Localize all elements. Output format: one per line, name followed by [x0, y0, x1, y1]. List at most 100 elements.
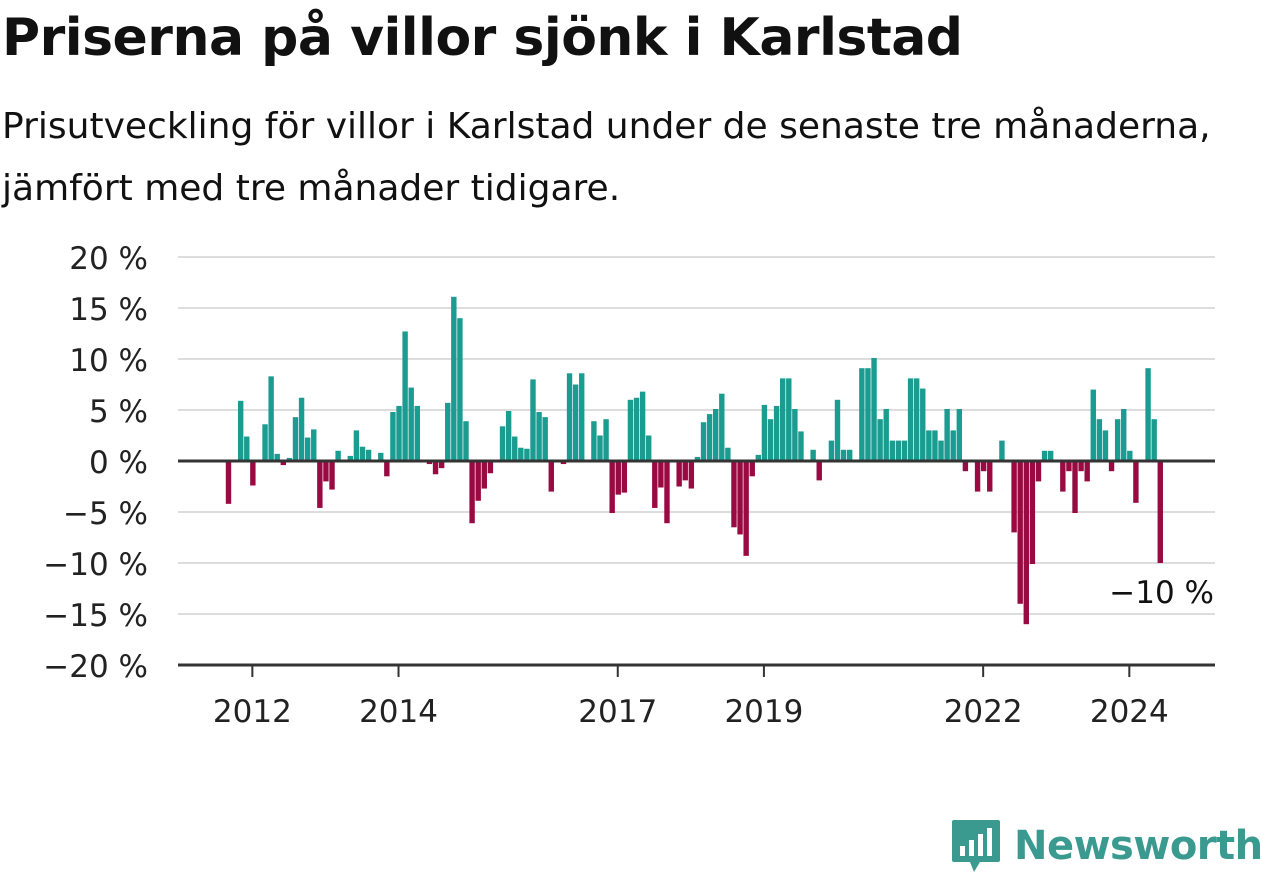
bar [280, 461, 287, 466]
bar [438, 461, 445, 469]
bar [779, 378, 786, 461]
bar [1108, 461, 1115, 472]
y-tick-label: 5 % [89, 394, 148, 430]
bar [737, 461, 743, 535]
bar [323, 461, 329, 482]
bar [572, 384, 579, 461]
bar [469, 461, 475, 524]
bar [1102, 430, 1109, 461]
bar [311, 429, 317, 461]
chart-title: Priserna på villor sjönk i Karlstad [2, 8, 963, 68]
bar [962, 461, 969, 472]
bar [1127, 450, 1133, 461]
bar [1041, 450, 1048, 461]
bar [1114, 419, 1121, 461]
bar [1060, 461, 1066, 492]
bar [719, 393, 725, 461]
bar [548, 461, 554, 492]
newsworthy-logo: Newsworthy [950, 818, 1262, 874]
bar [384, 461, 390, 477]
bar [457, 318, 463, 461]
bar [365, 449, 372, 461]
bar [840, 449, 847, 461]
bar [694, 456, 701, 461]
bar [731, 461, 737, 528]
bar [1084, 461, 1090, 482]
bar [773, 405, 780, 461]
bar [286, 457, 293, 461]
bar [767, 419, 774, 461]
bar [658, 461, 664, 488]
bar [944, 408, 950, 461]
bar [749, 461, 755, 477]
bar [579, 373, 585, 461]
bar [505, 411, 512, 461]
bar [913, 378, 920, 461]
bar [1096, 419, 1103, 461]
bar [725, 447, 731, 461]
newsworthy-logo-icon [952, 820, 1000, 872]
bar [353, 430, 360, 461]
bar [250, 461, 256, 486]
bar [1035, 461, 1042, 482]
bar [298, 397, 305, 461]
bar [926, 430, 932, 461]
gridlines [178, 256, 1215, 615]
bar [743, 461, 749, 556]
bar [451, 296, 457, 461]
bar [432, 461, 439, 475]
bar [566, 373, 573, 461]
bar [877, 419, 883, 461]
bar [475, 461, 481, 501]
bar [980, 461, 987, 472]
bar [956, 408, 962, 461]
bar [1047, 450, 1054, 461]
x-tick-label: 2019 [724, 694, 803, 730]
bar [317, 461, 323, 508]
bar [639, 391, 646, 461]
bar [1157, 461, 1163, 563]
bar [999, 440, 1005, 461]
bar [499, 426, 506, 461]
bar [798, 431, 804, 461]
bar [755, 454, 762, 461]
bar [347, 455, 353, 461]
bar [262, 424, 268, 461]
bar [378, 452, 384, 461]
bar [591, 421, 597, 461]
bar [1066, 461, 1072, 472]
bar [920, 388, 926, 461]
bar [713, 408, 719, 461]
bar [292, 417, 299, 461]
bar [524, 448, 530, 461]
bar [682, 461, 688, 481]
bar [865, 368, 871, 461]
bar [536, 412, 542, 461]
y-tick-label: 20 % [69, 241, 148, 277]
bar [335, 450, 341, 461]
x-tick-label: 2017 [578, 694, 657, 730]
axes [178, 459, 1215, 667]
bar [938, 440, 944, 461]
bar [810, 449, 816, 461]
bar [859, 368, 865, 461]
bar [1145, 368, 1151, 461]
bar [792, 408, 798, 461]
bar [1151, 419, 1157, 461]
brand-name: Newsworthy [1014, 823, 1262, 869]
bar [950, 430, 956, 461]
bar [426, 461, 433, 465]
bar [463, 421, 469, 461]
bar [237, 400, 244, 461]
bar [646, 435, 652, 461]
bar [889, 440, 896, 461]
bar [1133, 461, 1139, 503]
bar [664, 461, 670, 524]
bar [1072, 461, 1078, 514]
bar [402, 331, 408, 461]
bar-chart: 20 % 15 % 10 % 5 % 0 % −5 % −10 % −15 % −20 % 20… [43, 241, 1215, 730]
bar [414, 405, 420, 461]
bar [895, 440, 902, 461]
bar [542, 417, 548, 461]
bar [390, 412, 396, 461]
